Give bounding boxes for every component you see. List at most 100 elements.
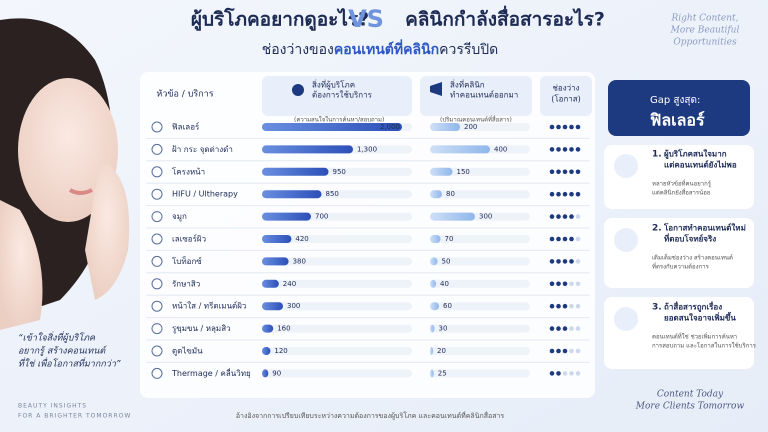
bar-track <box>262 257 412 266</box>
topic: ดูดไขมัน <box>172 347 203 357</box>
gap-dot <box>562 281 568 287</box>
row-icon <box>151 143 163 155</box>
header-cell <box>420 76 532 116</box>
gap-dot <box>562 371 568 376</box>
value-label: 300 <box>287 302 300 310</box>
gap-dot <box>575 348 581 354</box>
quote: อยากรู้ สร้างคอนเทนต์ <box>18 346 107 357</box>
insight-num: 1. <box>652 150 662 160</box>
value-label: 300 <box>479 213 492 221</box>
consumer-bar <box>262 369 269 378</box>
topic: HIFU / Ultherapy <box>172 190 238 199</box>
bar-track <box>430 302 530 311</box>
clinic-bar <box>430 235 441 243</box>
insight-card <box>604 297 754 369</box>
gap-dots <box>549 259 581 264</box>
footnote: อ้างอิงจากการเปรียบเทียบระหว่างความต้องก… <box>236 411 505 420</box>
portrait <box>0 18 130 330</box>
subtitle: ช่องว่างของคอนเทนต์ที่คลินิกควรรีบปิด <box>262 39 499 58</box>
row-icon <box>151 255 163 267</box>
bar-track <box>262 347 412 355</box>
bar-track <box>430 347 530 355</box>
value-label: 80 <box>446 190 455 198</box>
bar-track <box>430 369 530 378</box>
bar-track <box>430 257 530 266</box>
clinic-bar <box>430 347 433 355</box>
gap-dot <box>549 124 555 130</box>
topic: รักษาสิว <box>172 279 200 288</box>
gap-dots <box>549 281 581 287</box>
row-icon <box>151 233 163 245</box>
icon <box>292 84 304 96</box>
col-header: สิ่งที่ผู้บริโภค <box>312 79 355 91</box>
gap-dot <box>549 303 555 309</box>
insight-desc: การสอบถาม และโอกาสในการใช้บริการ <box>652 342 757 350</box>
topic: ฟิลเลอร์ <box>172 122 200 132</box>
value-label: 150 <box>457 168 470 176</box>
gap-dot <box>562 348 568 354</box>
gap-dots <box>549 169 581 175</box>
slogan: Content Today <box>657 390 724 400</box>
tagline: Right Content, <box>670 14 738 24</box>
gap-dots <box>549 236 581 242</box>
gap-dots <box>549 147 581 152</box>
subtitle-part: ควรรีบปิด <box>439 42 498 58</box>
topic: เลเซอร์ผิว <box>172 234 206 244</box>
bar-track <box>262 369 412 378</box>
icon <box>430 82 442 96</box>
tagline: Opportunities <box>673 38 737 48</box>
bar-track <box>262 235 412 243</box>
insight-desc: คอนเทนต์ที่ใช่ ช่วยเพิ่มการค้นหา <box>652 333 737 341</box>
row-icon <box>151 278 163 290</box>
gap-dot <box>556 236 561 242</box>
gap-dot <box>549 281 555 287</box>
row-icon <box>151 300 163 312</box>
bar-track <box>430 167 530 176</box>
value-label: 40 <box>440 280 449 288</box>
gap-dot <box>556 147 561 152</box>
value-label: 2,000 <box>380 123 400 131</box>
topic: รูขุมขน / หลุมสิว <box>172 324 231 334</box>
col-header: ต้องการใช้บริการ <box>312 91 373 100</box>
value-label: 240 <box>283 280 296 288</box>
subtitle-part: ช่องว่างของ <box>262 42 334 58</box>
value-label: 950 <box>333 168 346 176</box>
gap-dot <box>556 259 561 264</box>
insight-title: ที่ตอบโจทย์จริง <box>664 233 716 244</box>
consumer-bar <box>262 302 283 311</box>
insight-title: แต่คอนเทนต์ยังไม่พอ <box>664 160 737 170</box>
gap-dot <box>575 236 581 242</box>
gap-dot <box>575 371 581 376</box>
gap-dot <box>575 169 581 175</box>
gap-dot <box>569 348 574 354</box>
value-label: 700 <box>315 213 328 221</box>
clinic-bar <box>430 324 435 333</box>
gap-dot <box>562 147 568 152</box>
gap-dot <box>575 303 581 309</box>
bar-track <box>430 324 530 333</box>
gap-dot <box>562 191 568 197</box>
consumer-bar <box>262 123 402 131</box>
insight-icon <box>614 154 638 178</box>
gap-dot <box>562 214 568 219</box>
consumer-bar <box>262 257 289 266</box>
gap-dot <box>569 326 574 331</box>
value-label: 380 <box>293 257 306 265</box>
gap-dot <box>549 348 555 354</box>
clinic-bar <box>430 257 438 266</box>
badge-label: Gap สูงสุด: <box>650 95 700 106</box>
gap-dot <box>575 191 581 197</box>
insight-desc: หลายหัวข้อที่คนอยากรู้ <box>652 180 712 188</box>
bar-track <box>430 279 530 288</box>
gap-dots <box>549 124 581 130</box>
value-label: 60 <box>443 302 452 310</box>
slogan: More Clients Tomorrow <box>635 402 745 412</box>
gap-dot <box>575 147 581 152</box>
quote: “เข้าใจสิ่งที่ผู้บริโภค <box>18 331 96 344</box>
bar-track <box>262 324 412 333</box>
insight-card <box>604 145 754 209</box>
gap-dot <box>569 371 574 376</box>
clinic-bar <box>430 190 442 199</box>
gap-dot <box>549 191 555 197</box>
